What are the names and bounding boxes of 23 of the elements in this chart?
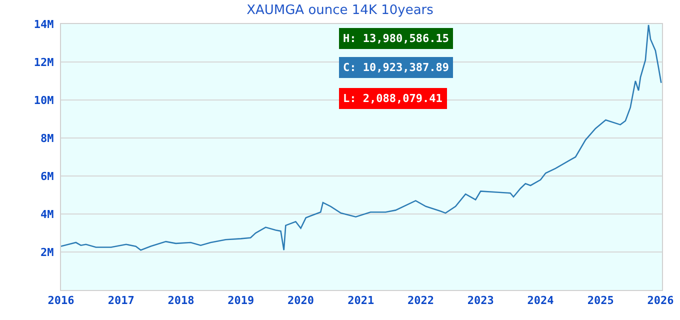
y-tick-label: 2M — [40, 246, 54, 259]
x-tick-label: 2017 — [108, 294, 134, 308]
annotation: C: 10,923,387.89 — [343, 61, 449, 74]
x-tick-label: 2023 — [467, 294, 494, 308]
annotation: H: 13,980,586.15 — [343, 32, 449, 45]
x-tick-label: 2024 — [527, 294, 554, 308]
x-tick-label: 2016 — [48, 294, 75, 308]
y-tick-label: 4M — [40, 208, 54, 221]
x-tick-label: 2021 — [348, 294, 374, 308]
y-tick-label: 14M — [34, 18, 54, 31]
x-tick-label: 2022 — [408, 294, 434, 308]
chart-title: XAUMGA ounce 14K 10years — [246, 2, 434, 18]
x-tick-label: 2019 — [228, 294, 254, 308]
y-tick-label: 6M — [40, 170, 54, 183]
x-tick-label: 2018 — [168, 294, 194, 308]
annotation: L: 2,088,079.41 — [343, 92, 443, 105]
y-tick-label: 8M — [40, 132, 54, 145]
x-tick-label: 2026 — [647, 294, 674, 308]
line-series — [61, 24, 662, 251]
y-tick-label: 10M — [34, 94, 54, 107]
x-tick-label: 2025 — [587, 294, 614, 308]
y-tick-label: 12M — [34, 56, 54, 69]
x-tick-label: 2020 — [288, 294, 314, 308]
